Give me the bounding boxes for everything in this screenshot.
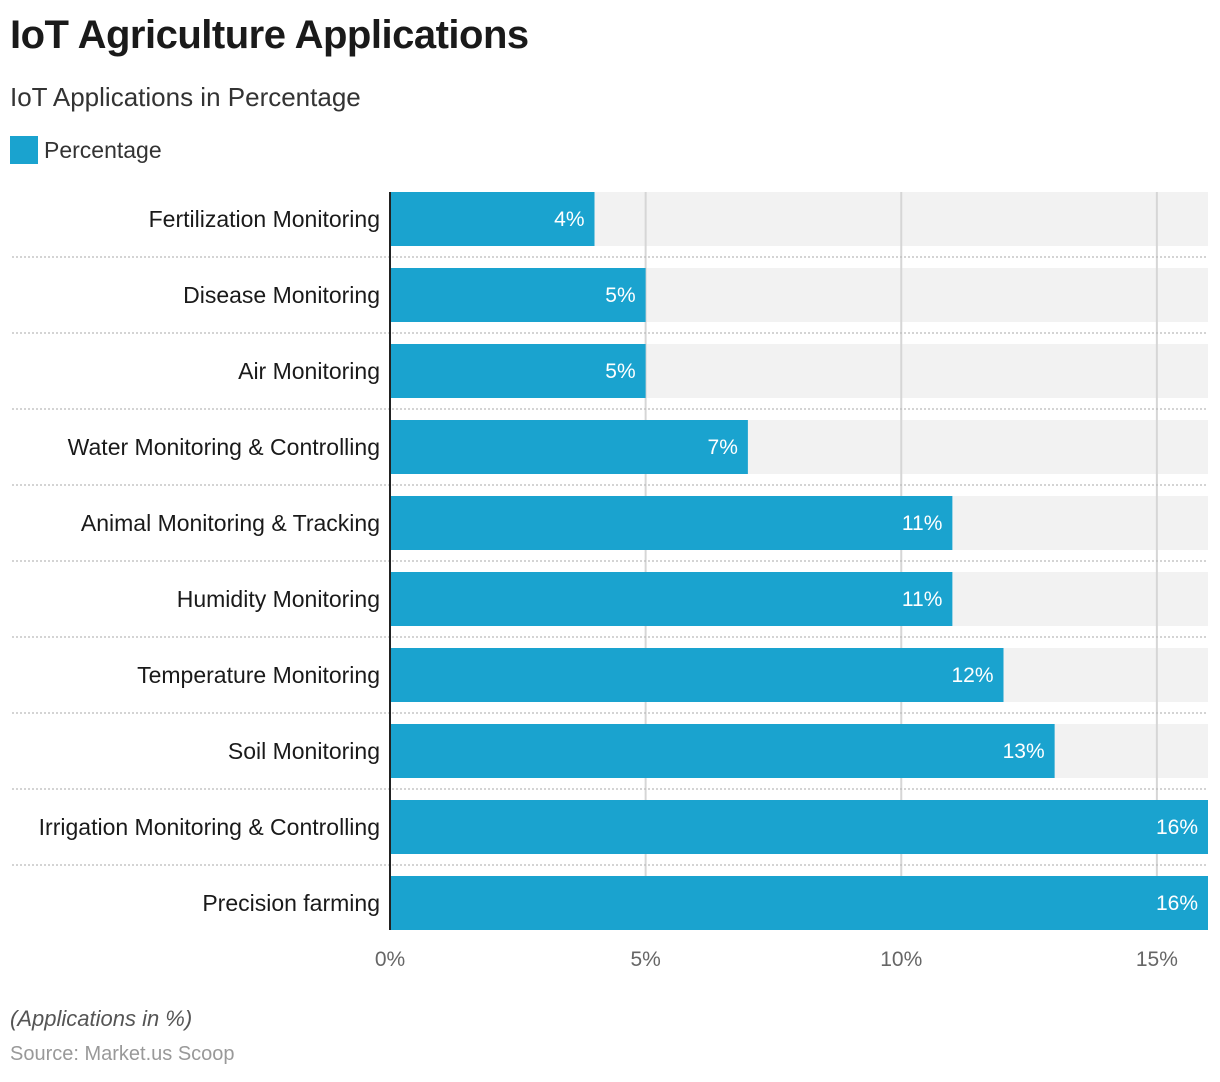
category-label: Disease Monitoring [183, 282, 380, 308]
chart-title: IoT Agriculture Applications [10, 13, 529, 57]
bar [390, 876, 1208, 930]
x-tick-label: 10% [880, 948, 922, 971]
data-label: 5% [605, 284, 635, 307]
footnote: (Applications in %) [10, 1006, 193, 1031]
category-label: Air Monitoring [238, 358, 380, 384]
category-label: Irrigation Monitoring & Controlling [39, 814, 380, 840]
data-label: 16% [1156, 892, 1198, 915]
bar-chart: Fertilization Monitoring 4% Disease Monito… [12, 192, 1208, 971]
bar [390, 572, 953, 626]
category-label: Water Monitoring & Controlling [68, 434, 380, 460]
category-label: Precision farming [202, 890, 380, 916]
chart-subtitle: IoT Applications in Percentage [10, 82, 361, 112]
legend-swatch [10, 136, 38, 164]
data-label: 12% [951, 664, 993, 687]
x-tick-label: 5% [630, 948, 660, 971]
bar [390, 192, 595, 246]
bar [390, 496, 953, 550]
category-label: Soil Monitoring [228, 738, 380, 764]
category-label: Fertilization Monitoring [149, 206, 380, 232]
x-tick-label: 15% [1136, 948, 1178, 971]
bar [390, 800, 1208, 854]
data-label: 4% [554, 208, 584, 231]
source-credit: Source: Market.us Scoop [10, 1043, 235, 1065]
bar [390, 268, 646, 322]
data-label: 5% [605, 360, 635, 383]
legend: Percentage [10, 136, 162, 164]
category-label: Humidity Monitoring [177, 586, 380, 612]
data-label: 11% [902, 588, 942, 611]
bar [390, 648, 1004, 702]
data-label: 16% [1156, 816, 1198, 839]
bar [390, 420, 748, 474]
category-label: Temperature Monitoring [137, 662, 380, 688]
data-label: 13% [1003, 740, 1045, 763]
data-label: 7% [708, 436, 738, 459]
data-label: 11% [902, 512, 942, 535]
legend-label: Percentage [44, 136, 162, 163]
category-label: Animal Monitoring & Tracking [81, 510, 380, 536]
x-tick-label: 0% [375, 948, 405, 971]
bar [390, 344, 646, 398]
bar [390, 724, 1055, 778]
